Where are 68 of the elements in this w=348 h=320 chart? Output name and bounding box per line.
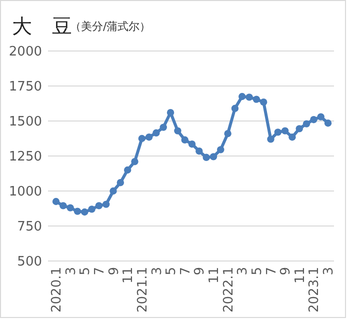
point bbox=[317, 113, 324, 120]
point bbox=[288, 134, 296, 141]
point bbox=[88, 206, 96, 213]
y-tick-label: 1750 bbox=[8, 80, 42, 95]
point bbox=[116, 179, 124, 186]
point bbox=[217, 146, 224, 154]
point bbox=[246, 94, 253, 101]
x-tick-label: 2023.1 bbox=[307, 267, 322, 312]
point bbox=[131, 158, 138, 166]
x-tick-label: 9 bbox=[278, 267, 294, 276]
x-tick-label: 2021.1 bbox=[135, 267, 150, 312]
point bbox=[52, 198, 60, 206]
y-tick-label: 750 bbox=[17, 220, 42, 235]
point bbox=[124, 166, 132, 174]
point bbox=[252, 96, 260, 103]
point bbox=[81, 208, 88, 216]
point bbox=[260, 98, 268, 106]
x-tick-label: 7 bbox=[178, 267, 194, 276]
chart-title: 大 豆 bbox=[12, 14, 72, 38]
y-tick-label: 2000 bbox=[8, 44, 42, 60]
x-tick-label: 7 bbox=[92, 267, 108, 276]
y-tick-label: 1250 bbox=[8, 150, 42, 165]
point bbox=[166, 109, 174, 116]
point bbox=[66, 204, 74, 212]
point bbox=[196, 148, 203, 155]
x-tick-label: 5 bbox=[164, 267, 180, 276]
x-tick-label: 9 bbox=[192, 267, 208, 276]
x-tick-label: 2022.1 bbox=[221, 267, 236, 312]
point bbox=[95, 202, 103, 210]
point bbox=[224, 130, 232, 138]
point bbox=[310, 116, 318, 124]
x-tick-label: 3 bbox=[150, 267, 165, 276]
point bbox=[238, 92, 246, 100]
y-tick-label: 500 bbox=[17, 254, 42, 270]
x-tick-label: 2020.1 bbox=[50, 267, 65, 312]
point bbox=[145, 134, 153, 141]
point bbox=[274, 128, 282, 136]
x-tick-label: 11 bbox=[207, 267, 222, 284]
point bbox=[210, 153, 218, 160]
point bbox=[102, 200, 110, 208]
x-tick-label: 3 bbox=[64, 267, 79, 276]
chart-subtitle: （美分/蒲式尔） bbox=[70, 20, 151, 33]
point bbox=[74, 208, 82, 215]
point bbox=[324, 120, 332, 127]
point bbox=[110, 187, 117, 195]
point bbox=[231, 104, 239, 112]
point bbox=[160, 124, 167, 131]
x-tick-label: 3 bbox=[236, 267, 251, 276]
point bbox=[202, 154, 210, 161]
x-tick-label: 11 bbox=[121, 267, 136, 284]
point bbox=[138, 134, 146, 142]
x-tick-label: 3 bbox=[322, 267, 337, 276]
point bbox=[181, 136, 188, 144]
x-tick-label: 9 bbox=[106, 267, 122, 276]
x-tick-label: 5 bbox=[78, 267, 94, 276]
point bbox=[302, 120, 310, 128]
point bbox=[267, 136, 274, 143]
point bbox=[152, 129, 160, 136]
point bbox=[296, 125, 303, 132]
point bbox=[281, 127, 289, 134]
point bbox=[60, 202, 67, 210]
point bbox=[174, 127, 182, 134]
y-tick-label: 1000 bbox=[8, 184, 42, 200]
x-tick-label: 11 bbox=[292, 267, 308, 284]
point bbox=[188, 140, 196, 148]
x-tick-label: 7 bbox=[264, 267, 280, 276]
x-tick-label: 5 bbox=[250, 267, 265, 276]
y-tick-label: 1500 bbox=[8, 114, 42, 130]
